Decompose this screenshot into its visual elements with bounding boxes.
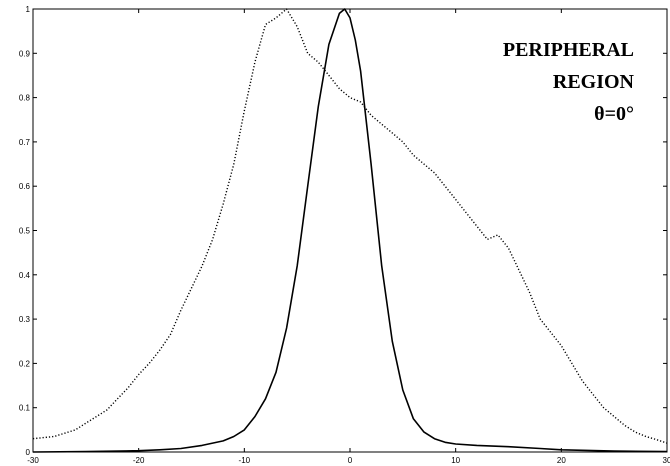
y-tick-label: 0.3 bbox=[19, 315, 31, 324]
x-tick-label: 30 bbox=[663, 456, 670, 465]
series-dotted-line bbox=[32, 8, 668, 444]
y-tick-label: 0.6 bbox=[19, 182, 31, 191]
y-tick-label: 0.7 bbox=[19, 138, 31, 147]
y-tick-label: 0.2 bbox=[19, 359, 31, 368]
annotation-line-2: REGION bbox=[553, 71, 635, 93]
x-tick-label: 10 bbox=[451, 456, 460, 465]
series-layer bbox=[32, 8, 668, 453]
y-axis-ticks: 0 0.1 0.2 0.3 0.4 0.5 0.6 0.7 0.8 0.9 1 bbox=[19, 5, 667, 457]
x-axis-ticks: -30 -20 -10 0 10 20 30 bbox=[27, 9, 670, 465]
x-tick-label: -30 bbox=[27, 456, 39, 465]
y-tick-label: 0 bbox=[26, 448, 31, 457]
series-solid-line bbox=[32, 8, 668, 453]
y-tick-label: 0.9 bbox=[19, 49, 31, 58]
y-tick-label: 0.5 bbox=[19, 227, 31, 236]
y-tick-label: 0.4 bbox=[19, 271, 31, 280]
annotation-line-3: θ=0° bbox=[594, 103, 634, 125]
y-tick-label: 1 bbox=[26, 5, 31, 14]
x-tick-label: 0 bbox=[348, 456, 353, 465]
x-tick-label: -10 bbox=[239, 456, 251, 465]
x-tick-label: -20 bbox=[133, 456, 145, 465]
y-tick-label: 0.1 bbox=[19, 404, 31, 413]
annotation-line-1: PERIPHERAL bbox=[503, 39, 634, 61]
x-tick-label: 20 bbox=[557, 456, 566, 465]
y-tick-label: 0.8 bbox=[19, 94, 31, 103]
